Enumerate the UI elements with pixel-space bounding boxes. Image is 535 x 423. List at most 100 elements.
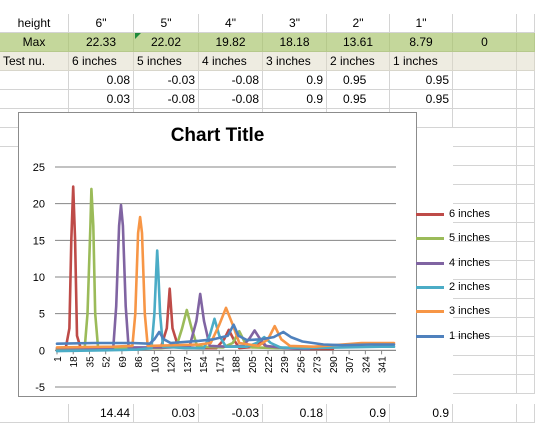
cell-b2[interactable]: 22.33 — [69, 33, 134, 52]
cell-i10[interactable] — [517, 185, 535, 204]
cell-h19[interactable] — [453, 356, 517, 375]
cell-i14[interactable] — [517, 261, 535, 280]
cell-i13[interactable] — [517, 242, 535, 261]
cell-i8[interactable] — [517, 147, 535, 166]
cell-h1[interactable] — [453, 14, 517, 33]
cell-h12[interactable] — [453, 223, 517, 242]
cell-h15[interactable] — [453, 280, 517, 299]
cell-a1[interactable]: height — [0, 14, 69, 33]
x-tick-label: 188 — [232, 356, 243, 373]
chart-title[interactable]: Chart Title — [170, 125, 265, 146]
cell-d-bottom[interactable]: -0.03 — [199, 404, 263, 423]
y-tick-label: 15 — [33, 235, 45, 247]
cell-h14[interactable] — [453, 261, 517, 280]
cell-i11[interactable] — [517, 204, 535, 223]
cell-i5[interactable] — [517, 90, 535, 109]
x-tick-label: 307 — [345, 356, 356, 373]
cell-c2[interactable]: 22.02 — [134, 33, 199, 52]
cell-h13[interactable] — [453, 242, 517, 261]
cell-b4[interactable]: 0.08 — [69, 71, 134, 90]
cell-g6[interactable] — [390, 109, 453, 128]
embedded-chart[interactable]: Chart Title -5 0 5 10 15 20 25 1 18 35 52 69 86 103 12… — [18, 112, 490, 398]
cell-i3[interactable] — [517, 52, 535, 71]
cell-f1[interactable]: 2" — [327, 14, 390, 33]
cell-e-bottom[interactable]: 0.18 — [263, 404, 327, 423]
cell-h2[interactable]: 0 — [453, 33, 517, 52]
cell-b-bottom[interactable]: 14.44 — [69, 404, 134, 423]
cell-h17[interactable] — [453, 318, 517, 337]
cell-c-bottom[interactable]: 0.03 — [134, 404, 199, 423]
cell-i18[interactable] — [517, 337, 535, 356]
x-tick-label: 256 — [296, 356, 307, 373]
cell-a3[interactable]: Test nu. — [0, 52, 69, 71]
cell-h3[interactable] — [453, 52, 517, 71]
cell-h8[interactable] — [453, 147, 517, 166]
cell-h5[interactable] — [453, 90, 517, 109]
cell-i4[interactable] — [517, 71, 535, 90]
cell-d5[interactable]: -0.08 — [199, 90, 263, 109]
cell-i2[interactable] — [517, 33, 535, 52]
cell-e4[interactable]: 0.9 — [263, 71, 327, 90]
cell-d3[interactable]: 4 inches — [199, 52, 263, 71]
x-tick-label: 69 — [118, 356, 129, 368]
cell-i19[interactable] — [517, 356, 535, 375]
cell-i17[interactable] — [517, 318, 535, 337]
header-row-height: height 6" 5" 4" 3" 2" 1" — [0, 14, 535, 33]
cell-a2[interactable]: Max — [0, 33, 69, 52]
cell-e5[interactable]: 0.9 — [263, 90, 327, 109]
cell-a5[interactable] — [0, 90, 69, 109]
cell-a4[interactable] — [0, 71, 69, 90]
cell-h7[interactable] — [453, 128, 517, 147]
cell-e2[interactable]: 18.18 — [263, 33, 327, 52]
cell-i-bottom[interactable] — [517, 404, 535, 423]
cell-i7[interactable] — [517, 128, 535, 147]
cell-f5[interactable]: 0.95 — [327, 90, 390, 109]
cell-i20[interactable] — [517, 375, 535, 394]
cell-f-bottom[interactable]: 0.9 — [327, 404, 390, 423]
cell-g2[interactable]: 8.79 — [390, 33, 453, 52]
cell-b5[interactable]: 0.03 — [69, 90, 134, 109]
cell-g4[interactable]: 0.95 — [390, 71, 453, 90]
cell-g1[interactable]: 1" — [390, 14, 453, 33]
cell-h11[interactable] — [453, 204, 517, 223]
cell-h9[interactable] — [453, 166, 517, 185]
cell-i15[interactable] — [517, 280, 535, 299]
cell-d4[interactable]: -0.08 — [199, 71, 263, 90]
cell-g-bottom[interactable]: 0.9 — [390, 404, 453, 423]
cell-c1[interactable]: 5" — [134, 14, 199, 33]
cell-h20[interactable] — [453, 375, 517, 394]
cell-i6[interactable] — [517, 109, 535, 128]
cell-i12[interactable] — [517, 223, 535, 242]
cell-d1[interactable]: 4" — [199, 14, 263, 33]
cell-f2[interactable]: 13.61 — [327, 33, 390, 52]
cell-h-bottom[interactable] — [453, 404, 517, 423]
cell-e1[interactable]: 3" — [263, 14, 327, 33]
cell-h4[interactable] — [453, 71, 517, 90]
cell-i16[interactable] — [517, 299, 535, 318]
cell-h10[interactable] — [453, 185, 517, 204]
series-line-5-inches — [55, 187, 296, 351]
chart-plot-area[interactable]: -5 0 5 10 15 20 25 1 18 35 52 69 86 103 120 137 154 171 18… — [19, 113, 418, 398]
series-line-2-inches — [55, 249, 396, 353]
cell-c3[interactable]: 5 inches — [134, 52, 199, 71]
cell-i1[interactable] — [517, 14, 535, 33]
cell-c5[interactable]: -0.08 — [134, 90, 199, 109]
cell-e3[interactable]: 3 inches — [263, 52, 327, 71]
x-tick-label: 273 — [313, 356, 324, 373]
cell-g5[interactable]: 0.95 — [390, 90, 453, 109]
y-tick-label: 5 — [39, 309, 45, 321]
cell-d2[interactable]: 19.82 — [199, 33, 263, 52]
cell-b1[interactable]: 6" — [69, 14, 134, 33]
cell-h18[interactable] — [453, 337, 517, 356]
cell-h16[interactable] — [453, 299, 517, 318]
cell-h6[interactable] — [453, 109, 517, 128]
cell-b3[interactable]: 6 inches — [69, 52, 134, 71]
cell-a-bottom[interactable] — [0, 404, 69, 423]
legend-swatch — [416, 237, 444, 241]
cell-f3[interactable]: 2 inches — [327, 52, 390, 71]
cell-g3[interactable]: 1 inches — [390, 52, 453, 71]
cell-i9[interactable] — [517, 166, 535, 185]
legend-swatch — [416, 213, 444, 216]
cell-f4[interactable]: 0.95 — [327, 71, 390, 90]
cell-c4[interactable]: -0.03 — [134, 71, 199, 90]
